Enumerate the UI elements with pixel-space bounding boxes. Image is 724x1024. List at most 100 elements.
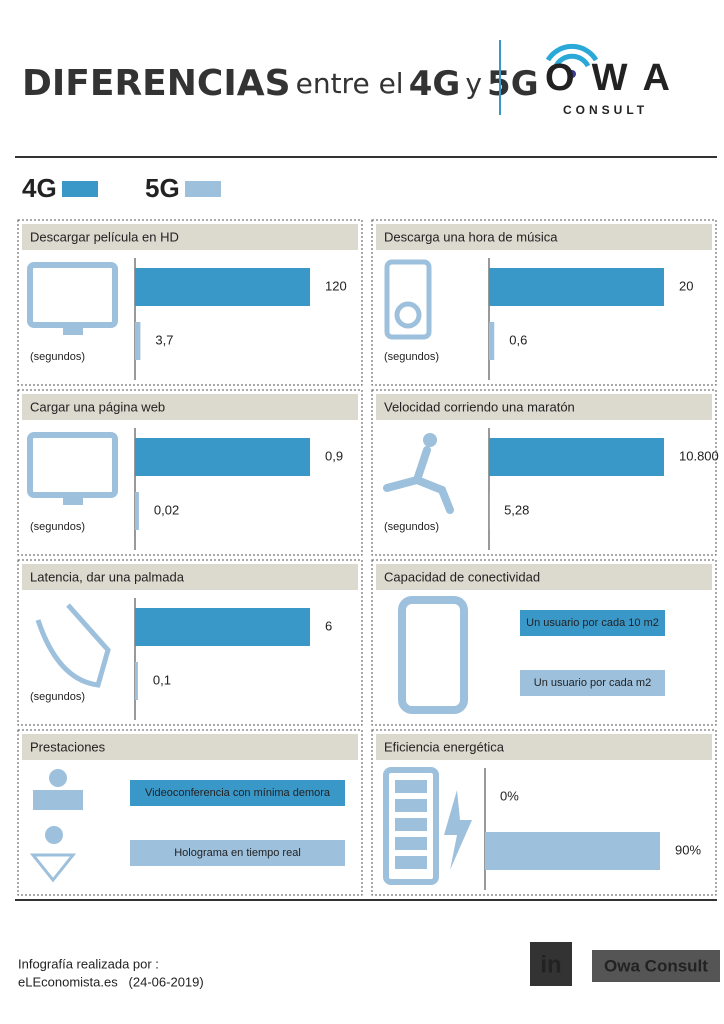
page-title: DIFERENCIAS entre el 4G y 5G: [22, 63, 539, 104]
panel: [17, 219, 363, 386]
bar: [489, 438, 664, 476]
icon: [395, 856, 427, 869]
panel-title-bar: [376, 734, 712, 760]
value-label: 10.800: [679, 448, 719, 463]
logo-arc: [553, 53, 591, 68]
panel-title: Velocidad corriendo una maratón: [384, 399, 575, 414]
unit-label: (segundos): [30, 351, 85, 363]
value-label: 6: [325, 618, 332, 633]
box-label: Un usuario por cada m2: [534, 677, 651, 689]
icon: [394, 301, 422, 329]
label-box: [130, 780, 345, 806]
icon: [45, 826, 63, 844]
bar: [489, 322, 495, 360]
panel: [17, 729, 363, 896]
label-box: [520, 610, 665, 636]
icon: [33, 790, 83, 810]
panel-title: Capacidad de conectividad: [384, 569, 540, 584]
box-label: Holograma en tiempo real: [174, 847, 301, 859]
value-label: 120: [325, 278, 347, 293]
icon: [27, 432, 118, 498]
logo-sub: CONSULT: [563, 103, 648, 117]
credit: eLEconomista.es (24-06-2019): [18, 974, 204, 989]
value-label: 0%: [500, 788, 519, 803]
unit-label: (segundos): [30, 521, 85, 533]
panel: [371, 389, 717, 556]
icon: [395, 780, 427, 793]
title-4g: 4G: [409, 64, 461, 104]
linkedin: in: [540, 951, 561, 978]
title-bold: DIFERENCIAS: [22, 63, 291, 104]
unit-label: (segundos): [30, 691, 85, 703]
icon: [423, 433, 437, 447]
value-label: 0,6: [509, 332, 527, 347]
icon: [63, 495, 83, 505]
icon: [27, 262, 118, 328]
title-5g: 5G: [487, 64, 539, 104]
value-label: 0,1: [153, 672, 171, 687]
panel-title: Descarga una hora de música: [384, 229, 558, 244]
panel: [371, 729, 717, 896]
panel-title: Eficiencia energética: [384, 739, 505, 754]
panel-title-bar: [376, 564, 712, 590]
panel: [371, 559, 717, 726]
unit-label: (segundos): [384, 351, 439, 363]
value-label: 3,7: [155, 332, 173, 347]
icon: [35, 603, 111, 688]
bar: [135, 492, 139, 530]
logo-dot: [568, 70, 576, 78]
label-box: [520, 670, 665, 696]
bar: [135, 268, 310, 306]
panel-title: Prestaciones: [30, 739, 106, 754]
brand-box: [592, 950, 720, 982]
panel-title: Cargar una página web: [30, 399, 165, 414]
box-label: Videoconferencia con mínima demora: [145, 787, 331, 799]
icon: [395, 818, 427, 831]
label-box: [130, 840, 345, 866]
unit-label: (segundos): [384, 521, 439, 533]
panel-title-bar: [22, 734, 358, 760]
icon: [395, 799, 427, 812]
panel-title-bar: [22, 224, 358, 250]
icon: [383, 767, 439, 885]
value-label: 20: [679, 278, 693, 293]
value-label: 0,02: [154, 502, 179, 517]
icon: [383, 446, 454, 514]
icon: [49, 769, 67, 787]
linkedin-box: [530, 942, 572, 986]
bar: [135, 438, 310, 476]
title-y: y: [465, 67, 482, 100]
bar: [485, 832, 660, 870]
brand: Owa Consult: [604, 956, 708, 975]
panel-title-bar: [22, 394, 358, 420]
bar: [135, 662, 138, 700]
logo-arc: [545, 43, 599, 62]
value-label: 5,28: [504, 502, 529, 517]
icon: [29, 853, 77, 883]
bar: [135, 322, 141, 360]
box-label: Un usuario por cada 10 m2: [526, 617, 659, 629]
icon: [444, 790, 472, 870]
legend-swatch: [185, 181, 221, 197]
legend-swatch: [62, 181, 98, 197]
panel: [17, 389, 363, 556]
panel-title-bar: [22, 564, 358, 590]
panel-title-bar: [376, 224, 712, 250]
bar: [489, 268, 664, 306]
icon: [398, 596, 468, 714]
credit: Infografía realizada por :: [18, 956, 159, 971]
panel-title: Descargar película en HD: [30, 229, 179, 244]
icon: [384, 259, 432, 340]
value-label: 90%: [675, 842, 701, 857]
legend-label: 5G: [145, 173, 180, 203]
logo-name: OWA: [545, 57, 670, 99]
panel-title-bar: [376, 394, 712, 420]
panel: [371, 219, 717, 386]
legend-label: 4G: [22, 173, 57, 203]
panel: [17, 559, 363, 726]
panel-title: Latencia, dar una palmada: [30, 569, 185, 584]
value-label: 0,9: [325, 448, 343, 463]
bar: [135, 608, 310, 646]
title-mid: entre el: [296, 67, 404, 100]
